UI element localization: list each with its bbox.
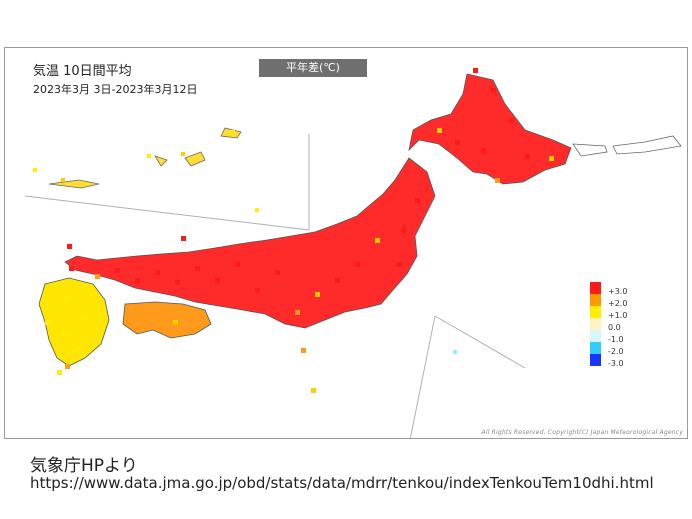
anomaly-label: 平年差(℃) (259, 59, 367, 77)
inset-line-4 (434, 315, 526, 369)
legend-row: +2.0 (590, 294, 650, 308)
honshu-outline (64, 157, 436, 329)
okinawa-islands (48, 127, 242, 189)
kuril-islands (572, 135, 682, 157)
legend-label: -3.0 (608, 359, 624, 368)
source-caption: 気象庁HPより (30, 456, 138, 476)
legend-label: -1.0 (608, 335, 624, 344)
legend-unit: (℃) (610, 438, 625, 439)
legend-label: -2.0 (608, 347, 624, 356)
legend-label: +1.0 (608, 311, 628, 320)
legend-row: +1.0 (590, 306, 650, 320)
map-title: 気温 10日間平均 (33, 64, 132, 79)
hokkaido-outline (408, 73, 572, 185)
temperature-anomaly-map: 気温 10日間平均 2023年3月 3日-2023年3月12日 平年差(℃) +… (4, 47, 688, 439)
copyright-notice: All Rights Reserved, Copyright(C) Japan … (481, 429, 683, 436)
legend-row: -1.0 (590, 330, 650, 344)
legend-swatch (590, 306, 601, 318)
legend-swatch (590, 354, 601, 366)
legend-swatch (590, 294, 601, 306)
inset-line-1 (24, 195, 310, 231)
color-legend: +3.0 +2.0 +1.0 0.0 -1.0 -2.0 -3.0 (℃) (590, 282, 650, 368)
shikoku-outline (122, 301, 212, 339)
legend-label: +2.0 (608, 299, 628, 308)
legend-label: 0.0 (608, 323, 621, 332)
legend-row: +3.0 (590, 282, 650, 296)
legend-row: -2.0 (590, 342, 650, 356)
legend-label: +3.0 (608, 287, 628, 296)
japan-map-svg (24, 68, 682, 438)
station-markers (33, 68, 554, 393)
legend-swatch (590, 282, 601, 294)
legend-swatch (590, 318, 601, 330)
map-period: 2023年3月 3日-2023年3月12日 (33, 83, 198, 96)
source-url[interactable]: https://www.data.jma.go.jp/obd/stats/dat… (30, 474, 654, 492)
legend-swatch (590, 342, 601, 354)
inset-line-3 (409, 315, 436, 438)
legend-swatch (590, 330, 601, 342)
legend-row: -3.0 (590, 354, 650, 368)
legend-row: 0.0 (590, 318, 650, 332)
